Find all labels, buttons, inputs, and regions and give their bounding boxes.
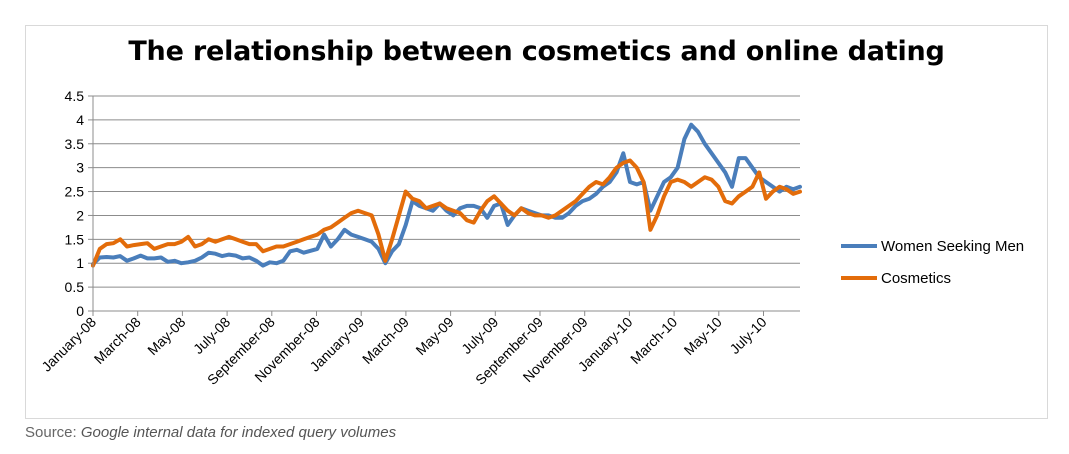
x-tick-label: July-09 xyxy=(458,314,501,357)
legend-swatch-women-seeking-men xyxy=(841,244,877,248)
y-axis-ticks: 0 0.5 1 1.5 2 2.5 3 3.5 4 4.5 xyxy=(65,88,93,319)
y-tick-label: 3 xyxy=(76,160,84,176)
chart-title: The relationship between cosmetics and o… xyxy=(128,36,945,67)
source-note: Source: Google internal data for indexed… xyxy=(25,424,396,441)
gridlines xyxy=(93,95,800,288)
legend-swatch-cosmetics xyxy=(841,276,877,280)
x-tick-label: July-10 xyxy=(726,314,769,357)
y-tick-label: 4.5 xyxy=(65,88,85,104)
y-tick-label: 0 xyxy=(76,303,84,319)
x-tick-label: May-10 xyxy=(681,314,725,358)
y-tick-label: 2.5 xyxy=(65,184,85,200)
x-tick-label: July-08 xyxy=(190,314,233,357)
legend: Women Seeking Men Cosmetics xyxy=(841,230,1024,294)
x-tick-label: March-08 xyxy=(91,314,144,367)
series-line-cosmetics xyxy=(91,158,802,268)
source-label: Source: xyxy=(25,424,77,441)
x-tick-label: May-08 xyxy=(144,314,188,358)
y-tick-label: 3.5 xyxy=(65,136,85,152)
y-tick-label: 0.5 xyxy=(65,279,85,295)
legend-item-cosmetics: Cosmetics xyxy=(841,262,1024,294)
series-lines xyxy=(91,122,802,268)
series-line-women-seeking-men xyxy=(91,122,802,268)
legend-label-cosmetics: Cosmetics xyxy=(881,269,952,287)
chart-frame xyxy=(25,25,1048,419)
x-tick-label: March-10 xyxy=(627,314,680,367)
x-tick-label: January-08 xyxy=(38,314,99,375)
y-tick-label: 1 xyxy=(76,255,84,271)
y-tick-label: 2 xyxy=(76,207,84,223)
y-tick-label: 4 xyxy=(76,112,84,128)
x-tick-label: May-09 xyxy=(412,314,456,358)
legend-label-women-seeking-men: Women Seeking Men xyxy=(881,237,1025,255)
y-tick-label: 1.5 xyxy=(65,231,85,247)
source-text: Google internal data for indexed query v… xyxy=(80,424,397,441)
x-tick-label: March-09 xyxy=(359,314,412,367)
legend-item-women-seeking-men: Women Seeking Men xyxy=(841,230,1024,262)
